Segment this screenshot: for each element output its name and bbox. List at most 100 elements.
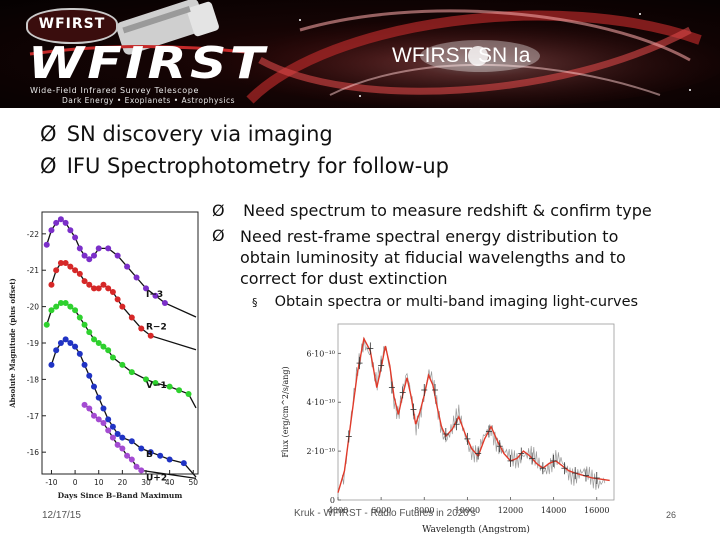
bullet-main-2: Ø IFU Spectrophotometry for follow-up bbox=[40, 154, 449, 178]
x-tick-label: 4000 bbox=[328, 506, 348, 515]
data-point bbox=[53, 219, 60, 226]
sub-bullet: § Obtain spectra or multi-band imaging l… bbox=[252, 294, 638, 310]
data-point bbox=[57, 340, 64, 346]
data-point bbox=[67, 227, 74, 234]
data-point bbox=[86, 281, 93, 288]
series-label: V−1 bbox=[146, 381, 167, 391]
data-point bbox=[114, 296, 121, 303]
data-point bbox=[138, 325, 145, 332]
bullet-text: Need spectrum to measure redshift & conf… bbox=[243, 201, 652, 220]
data-point bbox=[105, 245, 112, 252]
bullet-text: SN discovery via imaging bbox=[66, 122, 333, 146]
x-tick-label: 30 bbox=[141, 478, 151, 487]
data-point bbox=[100, 343, 107, 350]
x-tick-label: 8000 bbox=[414, 506, 434, 515]
bullet-text-line: correct for dust extinction bbox=[240, 269, 448, 288]
data-point bbox=[109, 289, 116, 296]
x-tick-label: 12000 bbox=[498, 506, 523, 515]
spectrum-chart: 4000 6000 8000 10000 12000 14000 16000 0 2·10⁻¹⁰… bbox=[281, 323, 615, 535]
arrow-bullet-icon: Ø bbox=[212, 226, 225, 245]
data-point bbox=[72, 343, 79, 350]
data-point bbox=[62, 336, 69, 343]
x-tick-label: 20 bbox=[118, 478, 128, 487]
data-point bbox=[185, 390, 192, 397]
data-point bbox=[86, 405, 93, 412]
badge-logo: WFIRST bbox=[26, 8, 118, 44]
series-label: R−2 bbox=[146, 323, 167, 333]
series-label: U+2 bbox=[146, 473, 167, 483]
arrow-bullet-icon: Ø bbox=[40, 122, 57, 146]
data-point bbox=[128, 314, 135, 321]
data-point bbox=[124, 452, 131, 459]
data-point bbox=[86, 256, 93, 263]
bullet-main-1: Ø SN discovery via imaging bbox=[40, 122, 333, 146]
data-point bbox=[95, 340, 102, 346]
data-point bbox=[91, 252, 97, 259]
data-point bbox=[105, 416, 112, 423]
data-point bbox=[62, 259, 69, 266]
data-point bbox=[91, 383, 97, 390]
y-tick-label: 0 bbox=[330, 496, 335, 505]
data-point bbox=[72, 234, 79, 241]
data-point bbox=[128, 369, 135, 376]
data-point bbox=[95, 245, 102, 252]
data-point bbox=[143, 376, 149, 383]
data-point bbox=[138, 467, 145, 474]
data-point bbox=[43, 241, 50, 248]
data-point bbox=[57, 299, 64, 306]
data-point bbox=[57, 216, 64, 223]
data-point bbox=[105, 427, 112, 434]
bullet-text-line: obtain luminosity at fiducial wavelength… bbox=[240, 248, 626, 267]
data-point bbox=[133, 463, 140, 470]
data-point bbox=[114, 441, 121, 448]
data-point bbox=[152, 380, 159, 387]
series-label: B bbox=[146, 450, 153, 460]
x-tick-label: 50 bbox=[188, 478, 198, 487]
data-point bbox=[81, 361, 88, 368]
data-point bbox=[166, 383, 173, 390]
arrow-bullet-icon: Ø bbox=[40, 154, 57, 178]
data-point bbox=[128, 456, 135, 463]
data-point bbox=[81, 321, 88, 328]
galaxy-background bbox=[29, 0, 720, 108]
data-point bbox=[62, 299, 69, 306]
data-point bbox=[76, 314, 83, 321]
data-point bbox=[105, 285, 112, 292]
data-point bbox=[62, 219, 69, 226]
data-point bbox=[114, 430, 121, 437]
data-point bbox=[133, 274, 140, 281]
data-point bbox=[114, 252, 121, 259]
data-point bbox=[119, 445, 126, 452]
model-spectrum-line bbox=[337, 336, 610, 493]
x-axis-label: Wavelength (Angstrom) bbox=[422, 524, 530, 535]
y-tick-label: -17 bbox=[27, 412, 39, 421]
spectrum-figure: 4000 6000 8000 10000 12000 14000 16000 0 2·10⁻¹⁰… bbox=[276, 318, 622, 542]
data-point bbox=[119, 361, 126, 368]
data-point bbox=[86, 329, 93, 336]
footer-credit: Kruk - WFIRST - Radio Futures in 2020's bbox=[294, 508, 476, 519]
data-point bbox=[100, 420, 107, 427]
data-point bbox=[48, 361, 55, 368]
data-point bbox=[76, 270, 83, 277]
data-point bbox=[91, 285, 97, 292]
series-label: I−3 bbox=[146, 290, 163, 300]
data-point bbox=[53, 303, 60, 310]
data-point bbox=[53, 267, 60, 274]
data-point bbox=[157, 452, 164, 459]
y-tick-label: -16 bbox=[27, 448, 39, 457]
data-point bbox=[91, 336, 97, 343]
logo-wordmark: WFIRST bbox=[28, 38, 268, 89]
slide-title: WFIRST SN Ia bbox=[392, 44, 531, 67]
data-point bbox=[105, 347, 112, 354]
data-point bbox=[128, 438, 135, 445]
data-point bbox=[143, 285, 149, 292]
data-point bbox=[138, 445, 145, 452]
footer-date: 12/17/15 bbox=[42, 510, 81, 521]
x-tick-label: 0 bbox=[73, 478, 78, 487]
light-curve-figure: I−3 R−2 V−1 B U+2 -10 0 10 20 30 40 50 -22 -21 -20 -19… bbox=[4, 202, 208, 506]
logo-tagline: Dark Energy • Exoplanets • Astrophysics bbox=[62, 96, 235, 105]
data-point bbox=[100, 405, 107, 412]
data-point bbox=[81, 252, 88, 259]
data-point bbox=[119, 434, 126, 441]
sub-bullet-text: Obtain spectra or multi-band imaging lig… bbox=[274, 294, 639, 310]
